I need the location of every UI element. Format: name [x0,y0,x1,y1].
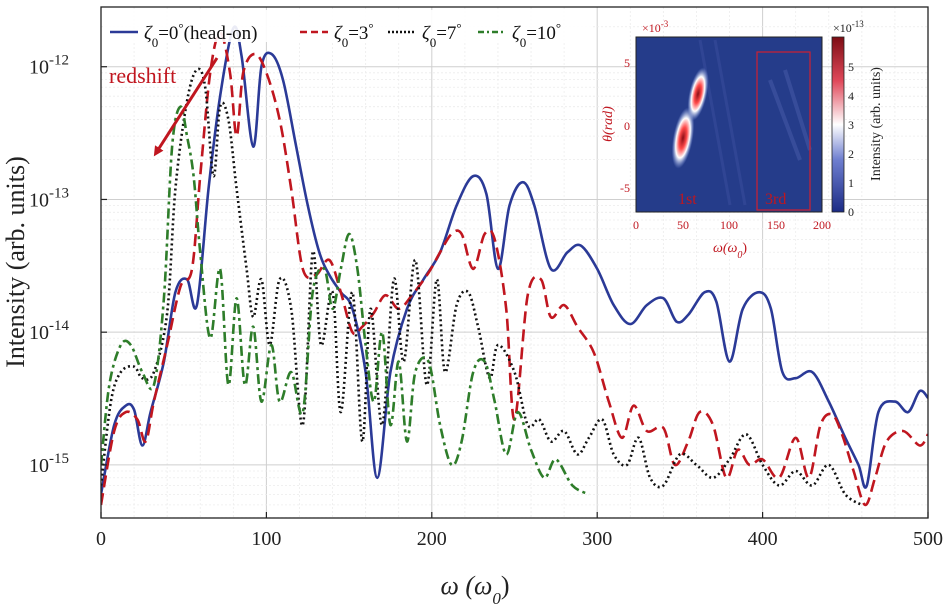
inset-xtick-0: 0 [633,218,639,232]
inset-cbar-tick-1: 1 [848,176,854,190]
inset-cbar-tick-0: 0 [848,205,854,219]
inset-texture [698,39,812,206]
legend-label-2: ζ0=7° [422,20,462,50]
x-tick-label: 400 [748,528,778,550]
y-tick-label: 10-15 [29,451,69,477]
inset-xtick-4: 200 [813,218,831,232]
inset-cbar-tick-4: 4 [848,89,854,103]
inset-ytick-0: 5 [624,56,630,70]
inset-xtick-1: 50 [677,218,689,232]
legend-label-1: ζ0=3° [334,20,374,50]
inset-blob-lower [671,107,695,169]
y-tick-label: 10-13 [29,185,69,211]
inset-ytick-1: 0 [624,119,630,133]
y-tick-label: 10-14 [29,318,69,344]
inset-y-title: θ(rad) [601,106,616,142]
inset-x-title: ω(ω0) [713,241,747,261]
inset-xtick-2: 100 [720,218,738,232]
inset-colorbar [831,36,845,213]
x-tick-label: 300 [582,528,612,550]
x-tick-label: 500 [913,528,943,550]
inset-cbar-multiplier: ×10-13 [833,19,864,35]
series-line-3 [101,105,590,496]
x-tick-label: 100 [251,528,281,550]
legend-label-0: ζ0=0°(head-on) [144,20,257,50]
x-tick-label: 200 [417,528,447,550]
redshift-arrow [153,57,219,157]
inset-cbar-title: Intensity (arb. units) [869,67,884,181]
plot-frame [100,6,929,519]
inset-cbar-tick-2: 2 [848,147,854,161]
inset-heatmap: 1st 3rd ×10-3 5 0 -5 θ(rad) 0 50 100 150… [601,19,884,261]
series-line-2 [101,67,863,507]
inset-blob-upper [687,67,709,121]
inset-label-3rd: 3rd [765,191,786,208]
inset-cbar-tick-5: 5 [848,60,854,74]
inset-background [636,37,822,212]
inset-ytick-2: -5 [620,181,630,195]
series-line-0 [101,25,928,495]
inset-y-multiplier: ×10-3 [642,19,669,35]
inset-label-1st: 1st [678,191,697,208]
inset-frame [635,36,823,213]
legend-label-3: ζ0=10° [512,20,561,50]
legend-box [104,10,592,42]
ticks [100,66,929,518]
x-tick-label: 0 [96,528,106,550]
legend: ζ0=0°(head-on) ζ0=3° ζ0=7° ζ0=10° [104,10,592,50]
inset-3rd-box [756,51,811,211]
inset-cbar-tick-3: 3 [848,118,854,132]
y-axis-title: Intensity (arb. units) [1,156,30,368]
y-tick-label: 10-12 [29,53,69,79]
x-axis-title: ω (ω0) [440,571,509,605]
inset-xtick-3: 150 [767,218,785,232]
redshift-label: redshift [109,63,176,88]
